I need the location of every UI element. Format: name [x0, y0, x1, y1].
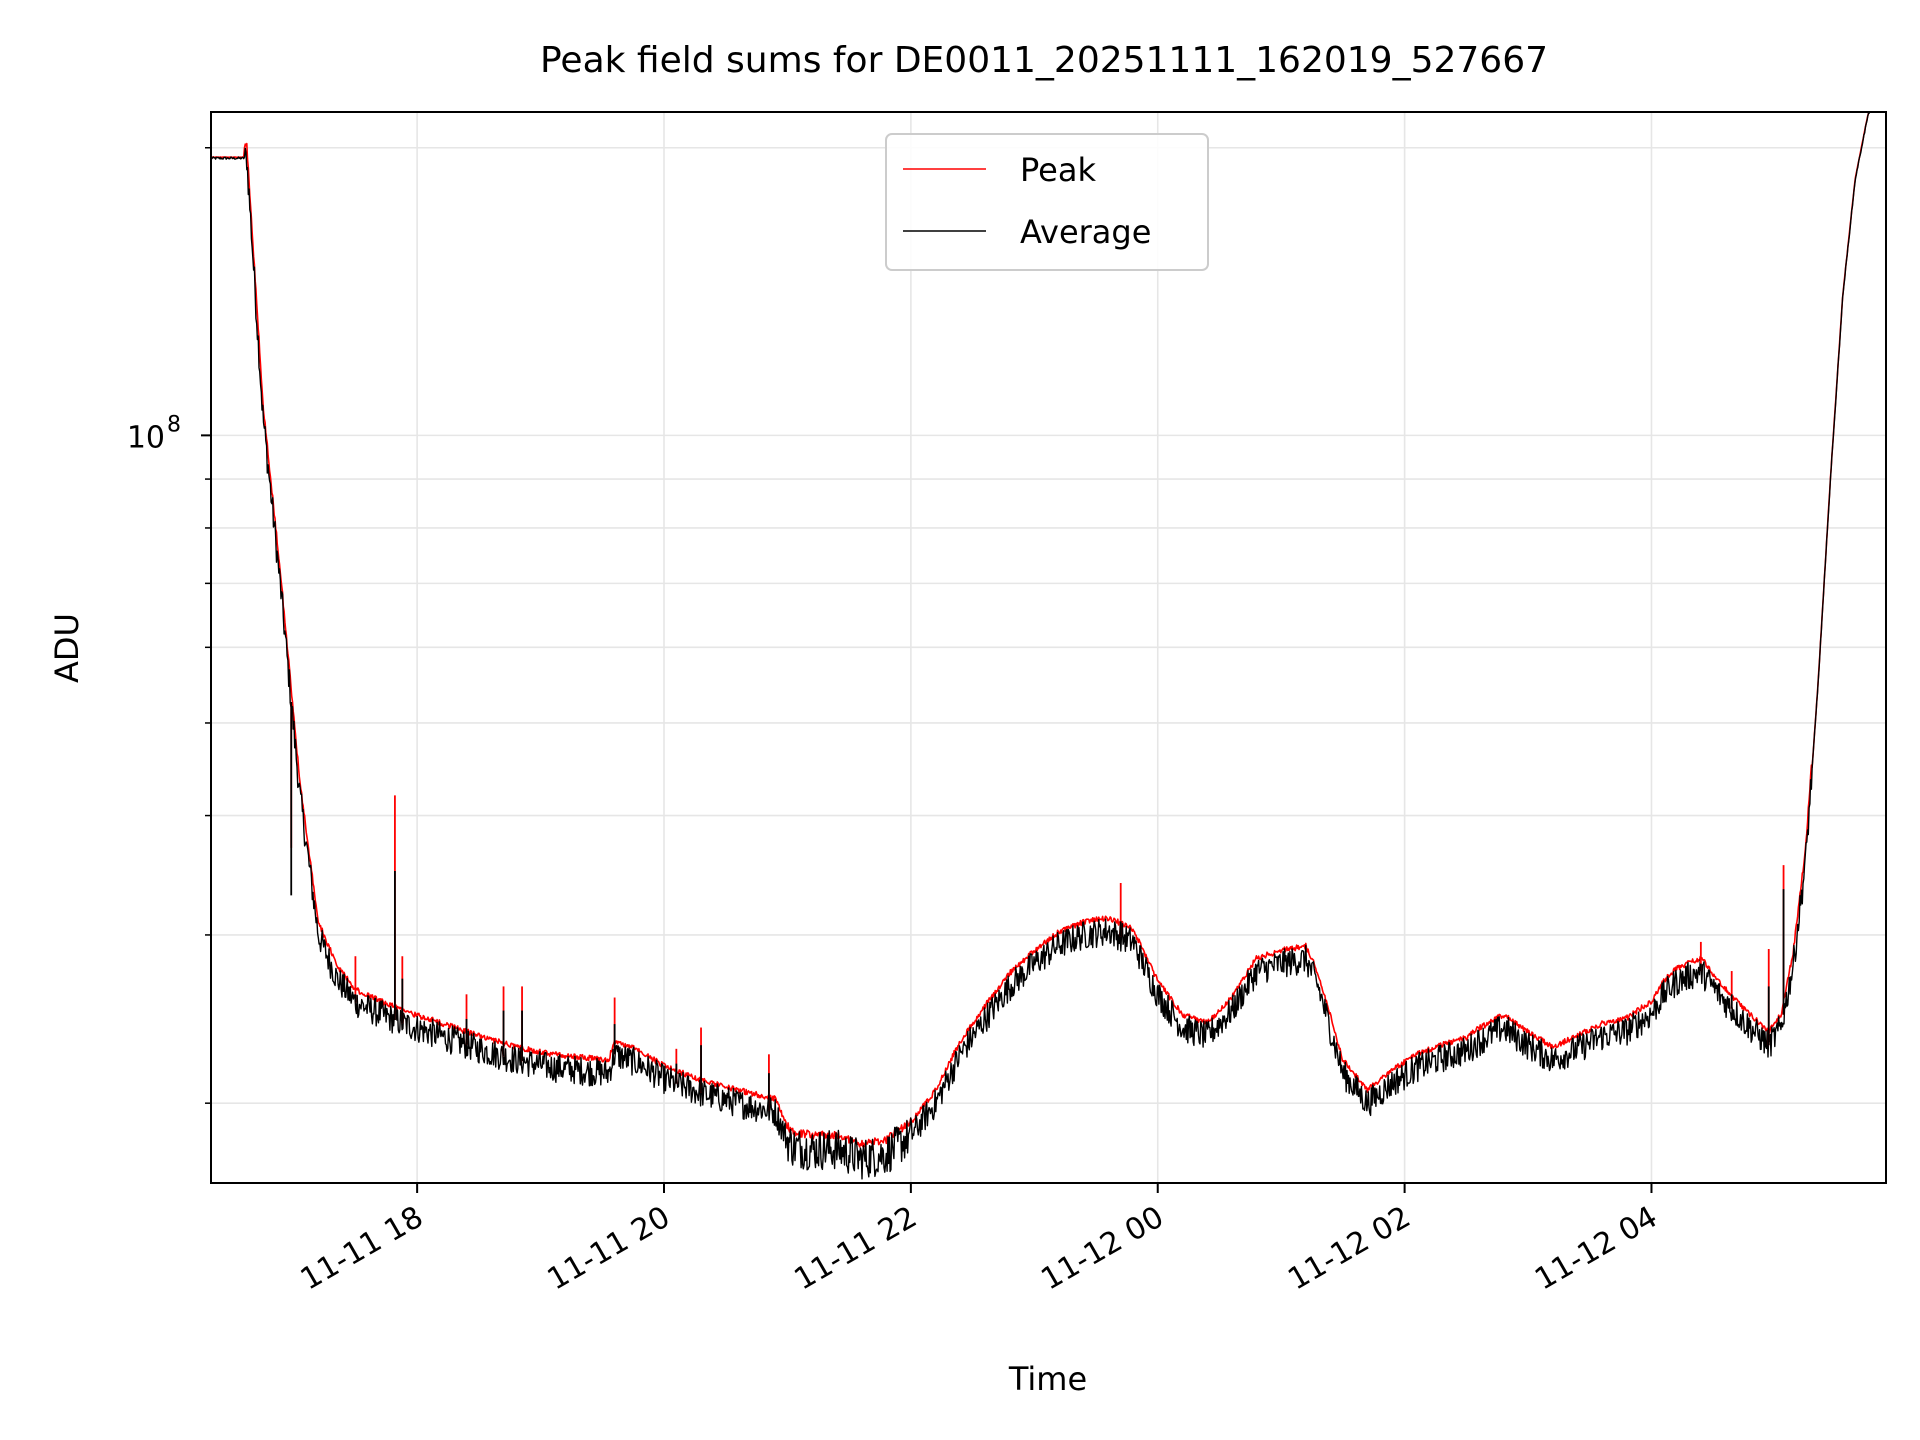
legend: Peak Average: [885, 133, 1209, 271]
peak-series-line: [211, 112, 1870, 1148]
legend-peak-label: Peak: [1020, 151, 1096, 189]
y-tick-label-exponent: 8: [167, 412, 181, 437]
y-tick-label: 10: [127, 420, 165, 455]
y-axis-label: ADU: [48, 613, 86, 683]
average-series-line: [211, 112, 1871, 1180]
legend-box: [885, 133, 1209, 271]
legend-average-label: Average: [1020, 213, 1151, 251]
chart-title: Peak field sums for DE0011_20251111_1620…: [540, 40, 1548, 81]
x-axis-label: Time: [1008, 1360, 1087, 1398]
spikes: [290, 702, 1785, 1111]
y-axis: 10 8: [127, 147, 211, 1104]
plot-clip-group: [211, 112, 1871, 1180]
